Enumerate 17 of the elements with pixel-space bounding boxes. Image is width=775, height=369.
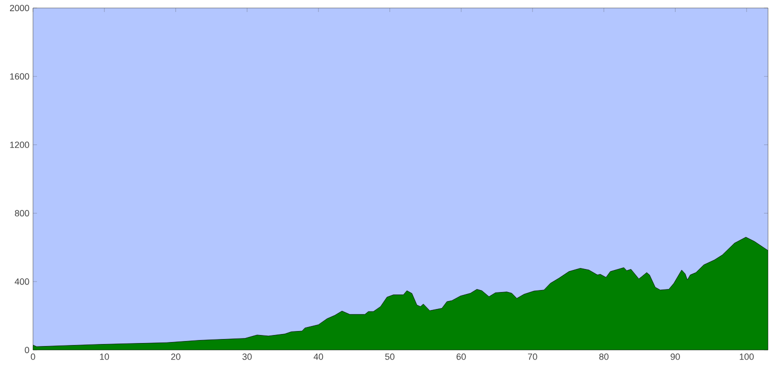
x-tick-label: 80 [599,354,609,360]
x-tick-label: 50 [385,354,394,360]
x-tick-label: 40 [314,354,324,360]
y-tick-label: 0 [24,346,30,354]
x-tick-label: 20 [171,354,180,360]
x-tick-label: 60 [456,354,466,360]
x-tick-label: 30 [242,354,252,360]
y-tick-label: 2000 [10,4,30,12]
y-tick-label: 1200 [10,142,30,148]
x-tick-label: 90 [670,354,680,360]
y-tick-label: 1600 [10,73,30,80]
x-tick-label: 100 [740,354,754,360]
x-tick-label: 10 [100,354,109,360]
x-tick-label: 0 [30,354,36,360]
y-tick-label: 800 [14,210,30,216]
x-tick-label: 70 [528,354,538,360]
y-tick-label: 400 [14,278,30,285]
